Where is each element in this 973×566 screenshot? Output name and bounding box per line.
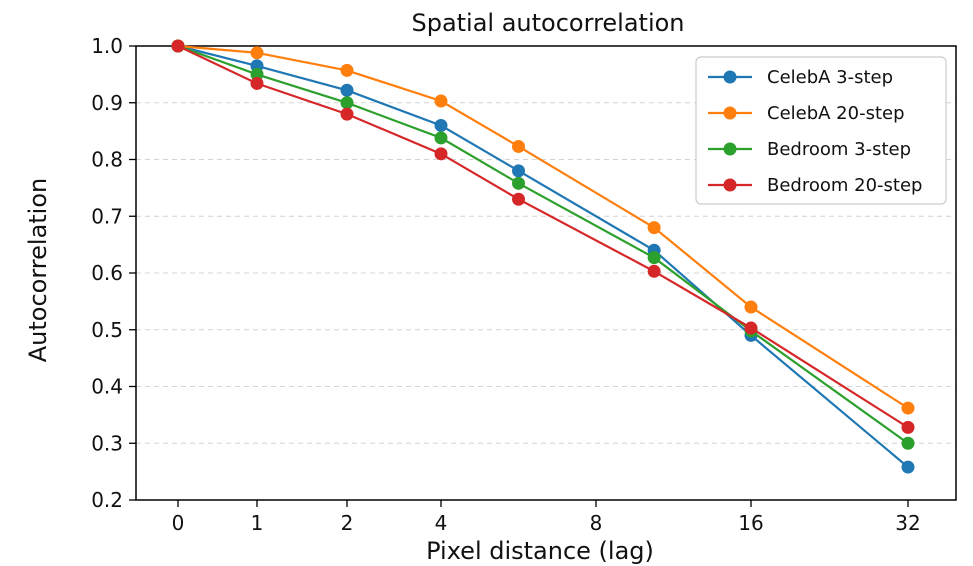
- y-tick-label: 0.8: [91, 148, 123, 172]
- data-point: [434, 147, 448, 161]
- series-3: [171, 39, 915, 434]
- data-point: [340, 63, 354, 77]
- data-point: [434, 118, 448, 132]
- data-point: [340, 83, 354, 97]
- grid: [136, 102, 956, 444]
- y-axis: 0.2 0.3 0.4 0.5 0.6 0.7 0.8 0.9 1.0: [91, 34, 136, 512]
- data-point: [744, 300, 758, 314]
- data-point: [250, 46, 264, 60]
- data-point: [647, 251, 661, 265]
- x-tick-label: 32: [895, 511, 920, 535]
- legend-box: [695, 56, 947, 205]
- data-point: [744, 321, 758, 335]
- data-point: [512, 164, 525, 178]
- data-point: [901, 420, 915, 434]
- x-axis-label: Pixel distance (lag): [426, 537, 654, 565]
- data-point: [512, 176, 525, 190]
- x-tick-label: 1: [251, 511, 264, 535]
- x-tick-label: 16: [738, 511, 763, 535]
- legend-marker: [723, 106, 737, 120]
- data-point: [647, 221, 661, 235]
- x-tick-label: 0: [172, 511, 185, 535]
- data-point: [512, 139, 525, 153]
- data-point: [171, 39, 185, 53]
- data-point: [512, 192, 525, 206]
- legend-marker: [723, 178, 737, 192]
- y-tick-label: 1.0: [91, 34, 123, 58]
- data-point: [901, 401, 915, 415]
- x-tick-label: 8: [590, 511, 603, 535]
- data-point: [250, 67, 264, 81]
- x-tick-label: 4: [435, 511, 448, 535]
- legend-marker: [723, 142, 737, 156]
- y-tick-label: 0.4: [91, 375, 123, 399]
- series-line: [177, 45, 909, 429]
- y-tick-label: 0.6: [91, 261, 123, 285]
- data-point: [250, 76, 264, 90]
- y-axis-label: Autocorrelation: [24, 178, 52, 363]
- x-tick-label: 2: [341, 511, 354, 535]
- y-tick-label: 0.2: [91, 488, 123, 512]
- legend-label: Bedroom 20-step: [767, 175, 922, 196]
- series-line: [177, 44, 909, 468]
- x-axis: 0 1 2 4 8 16 32: [172, 500, 921, 535]
- legend-label: CelebA 20-step: [767, 103, 905, 124]
- data-point: [901, 436, 915, 450]
- legend-label: Bedroom 3-step: [767, 139, 911, 160]
- data-point: [434, 94, 448, 108]
- chart-title: Spatial autocorrelation: [411, 9, 684, 37]
- series-group: [171, 39, 915, 474]
- legend-marker: [723, 70, 737, 84]
- series-line: [177, 44, 909, 410]
- y-tick-label: 0.5: [91, 318, 123, 342]
- data-point: [340, 96, 354, 110]
- y-tick-label: 0.7: [91, 204, 123, 228]
- data-point: [340, 107, 354, 121]
- data-point: [647, 264, 661, 278]
- y-tick-label: 0.3: [91, 431, 123, 455]
- data-point: [434, 131, 448, 145]
- y-tick-label: 0.9: [91, 91, 123, 115]
- legend-label: CelebA 3-step: [767, 67, 893, 88]
- data-point: [901, 460, 915, 474]
- legend: CelebA 3-step CelebA 20-step Bedroom 3-ste…: [695, 56, 947, 205]
